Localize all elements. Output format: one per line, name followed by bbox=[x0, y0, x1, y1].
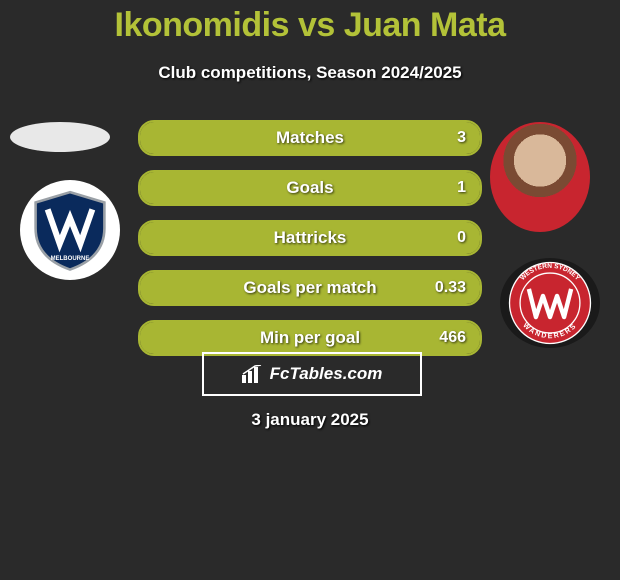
stat-value-right: 0 bbox=[457, 222, 466, 254]
stat-label: Hattricks bbox=[140, 222, 480, 254]
stat-row-goals-per-match: Goals per match 0.33 bbox=[138, 270, 482, 306]
date-text: 3 january 2025 bbox=[0, 410, 620, 430]
stat-row-matches: Matches 3 bbox=[138, 120, 482, 156]
title-vs: vs bbox=[298, 6, 335, 44]
stat-label: Goals per match bbox=[140, 272, 480, 304]
stat-row-min-per-goal: Min per goal 466 bbox=[138, 320, 482, 356]
title-player2: Juan Mata bbox=[344, 6, 506, 44]
stat-row-goals: Goals 1 bbox=[138, 170, 482, 206]
stat-value-right: 3 bbox=[457, 122, 466, 154]
stat-value-right: 466 bbox=[439, 322, 466, 354]
ws-wanderers-badge-icon: WESTERN SYDNEY WANDERERS bbox=[500, 258, 600, 348]
player2-photo bbox=[490, 122, 590, 232]
stat-label: Min per goal bbox=[140, 322, 480, 354]
subtitle: Club competitions, Season 2024/2025 bbox=[0, 63, 620, 83]
stat-value-right: 1 bbox=[457, 172, 466, 204]
bar-chart-icon bbox=[242, 365, 264, 383]
stats-area: Matches 3 Goals 1 Hattricks 0 Goals per … bbox=[138, 120, 482, 370]
svg-text:MELBOURNE: MELBOURNE bbox=[51, 256, 90, 262]
title-player1: Ikonomidis bbox=[115, 6, 289, 44]
melbourne-victory-badge-icon: MELBOURNE bbox=[20, 180, 120, 280]
comparison-card: Ikonomidis vs Juan Mata Club competition… bbox=[0, 0, 620, 580]
stat-value-right: 0.33 bbox=[435, 272, 466, 304]
page-title: Ikonomidis vs Juan Mata bbox=[0, 0, 620, 45]
stat-label: Matches bbox=[140, 122, 480, 154]
footer-brand-box: FcTables.com bbox=[202, 352, 422, 396]
stat-row-hattricks: Hattricks 0 bbox=[138, 220, 482, 256]
player1-photo bbox=[10, 122, 110, 152]
stat-label: Goals bbox=[140, 172, 480, 204]
footer-brand-text: FcTables.com bbox=[270, 364, 383, 384]
